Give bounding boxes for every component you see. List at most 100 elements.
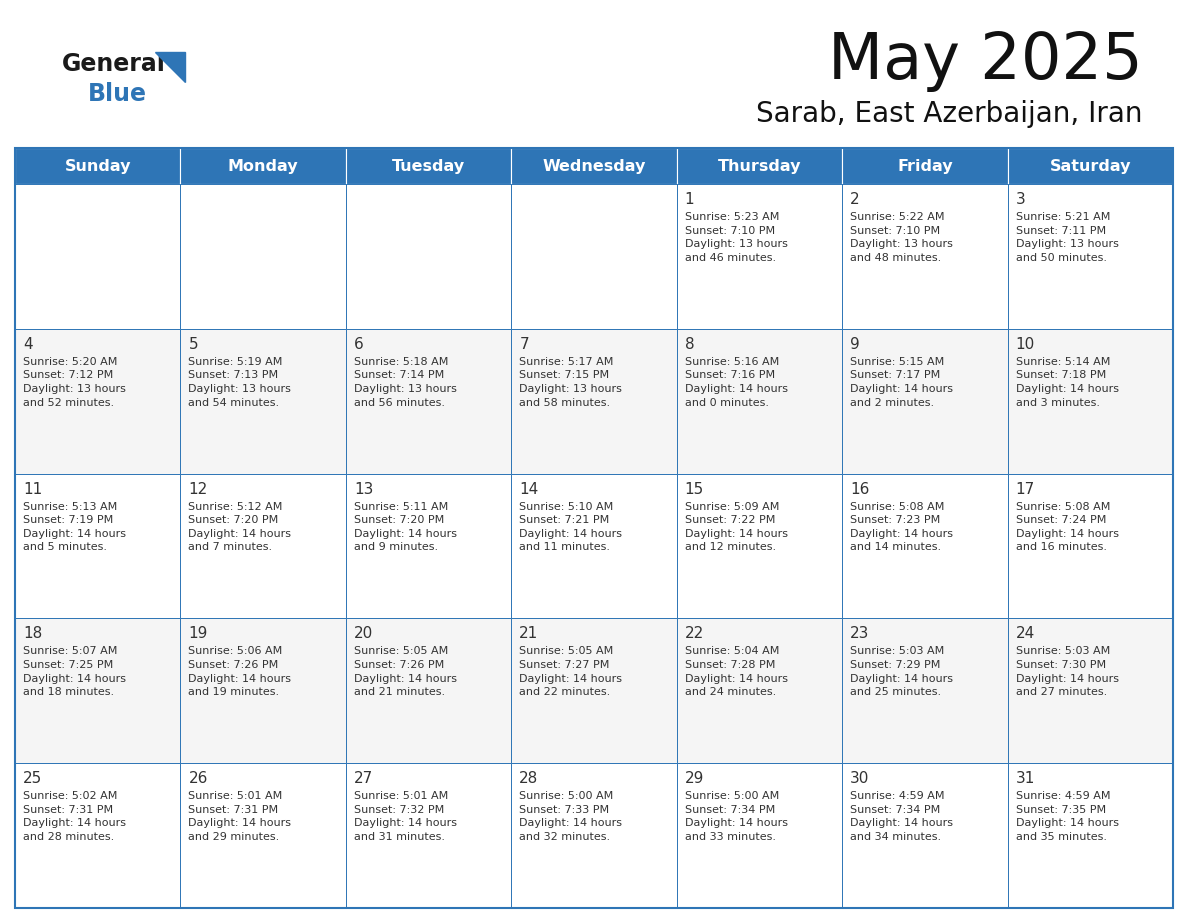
Text: 25: 25 xyxy=(23,771,43,786)
Bar xyxy=(677,474,842,619)
Bar xyxy=(842,763,1007,908)
Bar xyxy=(1007,148,1173,184)
Text: 15: 15 xyxy=(684,482,704,497)
Text: 21: 21 xyxy=(519,626,538,642)
Text: Sunrise: 5:13 AM
Sunset: 7:19 PM
Daylight: 14 hours
and 5 minutes.: Sunrise: 5:13 AM Sunset: 7:19 PM Dayligh… xyxy=(23,501,126,553)
Text: Sunrise: 5:14 AM
Sunset: 7:18 PM
Daylight: 14 hours
and 3 minutes.: Sunrise: 5:14 AM Sunset: 7:18 PM Dayligh… xyxy=(1016,357,1119,408)
Bar xyxy=(511,763,677,908)
Bar xyxy=(181,619,346,763)
Bar xyxy=(181,184,346,329)
Bar xyxy=(677,763,842,908)
Text: Wednesday: Wednesday xyxy=(542,159,646,174)
Text: Sunrise: 4:59 AM
Sunset: 7:34 PM
Daylight: 14 hours
and 34 minutes.: Sunrise: 4:59 AM Sunset: 7:34 PM Dayligh… xyxy=(851,791,953,842)
Bar xyxy=(15,148,1173,908)
Bar xyxy=(677,148,842,184)
Text: Sunrise: 5:00 AM
Sunset: 7:33 PM
Daylight: 14 hours
and 32 minutes.: Sunrise: 5:00 AM Sunset: 7:33 PM Dayligh… xyxy=(519,791,623,842)
Bar xyxy=(346,619,511,763)
Text: Sunrise: 5:18 AM
Sunset: 7:14 PM
Daylight: 13 hours
and 56 minutes.: Sunrise: 5:18 AM Sunset: 7:14 PM Dayligh… xyxy=(354,357,456,408)
Text: Sunrise: 5:08 AM
Sunset: 7:24 PM
Daylight: 14 hours
and 16 minutes.: Sunrise: 5:08 AM Sunset: 7:24 PM Dayligh… xyxy=(1016,501,1119,553)
Text: Sunrise: 5:22 AM
Sunset: 7:10 PM
Daylight: 13 hours
and 48 minutes.: Sunrise: 5:22 AM Sunset: 7:10 PM Dayligh… xyxy=(851,212,953,263)
Bar xyxy=(15,329,181,474)
Text: Sunrise: 5:19 AM
Sunset: 7:13 PM
Daylight: 13 hours
and 54 minutes.: Sunrise: 5:19 AM Sunset: 7:13 PM Dayligh… xyxy=(189,357,291,408)
Text: 18: 18 xyxy=(23,626,43,642)
Bar xyxy=(346,763,511,908)
Text: Sunrise: 5:01 AM
Sunset: 7:31 PM
Daylight: 14 hours
and 29 minutes.: Sunrise: 5:01 AM Sunset: 7:31 PM Dayligh… xyxy=(189,791,291,842)
Text: 14: 14 xyxy=(519,482,538,497)
Text: Sunrise: 5:10 AM
Sunset: 7:21 PM
Daylight: 14 hours
and 11 minutes.: Sunrise: 5:10 AM Sunset: 7:21 PM Dayligh… xyxy=(519,501,623,553)
Text: Sunrise: 5:03 AM
Sunset: 7:29 PM
Daylight: 14 hours
and 25 minutes.: Sunrise: 5:03 AM Sunset: 7:29 PM Dayligh… xyxy=(851,646,953,697)
Text: 12: 12 xyxy=(189,482,208,497)
Bar xyxy=(181,474,346,619)
Bar xyxy=(511,619,677,763)
Text: 20: 20 xyxy=(354,626,373,642)
Text: 1: 1 xyxy=(684,192,694,207)
Text: Sunrise: 5:05 AM
Sunset: 7:26 PM
Daylight: 14 hours
and 21 minutes.: Sunrise: 5:05 AM Sunset: 7:26 PM Dayligh… xyxy=(354,646,457,697)
Text: 30: 30 xyxy=(851,771,870,786)
Text: Sunrise: 5:04 AM
Sunset: 7:28 PM
Daylight: 14 hours
and 24 minutes.: Sunrise: 5:04 AM Sunset: 7:28 PM Dayligh… xyxy=(684,646,788,697)
Text: 19: 19 xyxy=(189,626,208,642)
Bar xyxy=(842,474,1007,619)
Text: Sunrise: 5:23 AM
Sunset: 7:10 PM
Daylight: 13 hours
and 46 minutes.: Sunrise: 5:23 AM Sunset: 7:10 PM Dayligh… xyxy=(684,212,788,263)
Text: Sarab, East Azerbaijan, Iran: Sarab, East Azerbaijan, Iran xyxy=(757,100,1143,128)
Bar xyxy=(511,148,677,184)
Bar xyxy=(15,619,181,763)
Bar xyxy=(1007,474,1173,619)
Text: Sunday: Sunday xyxy=(64,159,131,174)
Text: 22: 22 xyxy=(684,626,704,642)
Bar xyxy=(511,329,677,474)
Bar xyxy=(15,148,181,184)
Text: Sunrise: 5:21 AM
Sunset: 7:11 PM
Daylight: 13 hours
and 50 minutes.: Sunrise: 5:21 AM Sunset: 7:11 PM Dayligh… xyxy=(1016,212,1118,263)
Text: Saturday: Saturday xyxy=(1049,159,1131,174)
Text: Sunrise: 5:07 AM
Sunset: 7:25 PM
Daylight: 14 hours
and 18 minutes.: Sunrise: 5:07 AM Sunset: 7:25 PM Dayligh… xyxy=(23,646,126,697)
Bar xyxy=(1007,329,1173,474)
Text: May 2025: May 2025 xyxy=(828,30,1143,92)
Text: 31: 31 xyxy=(1016,771,1035,786)
Bar xyxy=(15,763,181,908)
Bar xyxy=(346,329,511,474)
Text: 8: 8 xyxy=(684,337,694,352)
Text: Sunrise: 5:00 AM
Sunset: 7:34 PM
Daylight: 14 hours
and 33 minutes.: Sunrise: 5:00 AM Sunset: 7:34 PM Dayligh… xyxy=(684,791,788,842)
Bar xyxy=(15,474,181,619)
Bar xyxy=(346,184,511,329)
Text: 17: 17 xyxy=(1016,482,1035,497)
Bar xyxy=(677,184,842,329)
Bar xyxy=(677,619,842,763)
Text: 10: 10 xyxy=(1016,337,1035,352)
Bar xyxy=(511,184,677,329)
Text: Blue: Blue xyxy=(88,82,147,106)
Bar xyxy=(181,763,346,908)
Text: Sunrise: 5:20 AM
Sunset: 7:12 PM
Daylight: 13 hours
and 52 minutes.: Sunrise: 5:20 AM Sunset: 7:12 PM Dayligh… xyxy=(23,357,126,408)
Text: General: General xyxy=(62,52,166,76)
Text: 11: 11 xyxy=(23,482,43,497)
Text: Sunrise: 5:03 AM
Sunset: 7:30 PM
Daylight: 14 hours
and 27 minutes.: Sunrise: 5:03 AM Sunset: 7:30 PM Dayligh… xyxy=(1016,646,1119,697)
Text: 6: 6 xyxy=(354,337,364,352)
Bar xyxy=(842,329,1007,474)
Text: Sunrise: 4:59 AM
Sunset: 7:35 PM
Daylight: 14 hours
and 35 minutes.: Sunrise: 4:59 AM Sunset: 7:35 PM Dayligh… xyxy=(1016,791,1119,842)
Text: 28: 28 xyxy=(519,771,538,786)
Text: Sunrise: 5:02 AM
Sunset: 7:31 PM
Daylight: 14 hours
and 28 minutes.: Sunrise: 5:02 AM Sunset: 7:31 PM Dayligh… xyxy=(23,791,126,842)
Bar xyxy=(511,474,677,619)
Text: 5: 5 xyxy=(189,337,198,352)
Text: 29: 29 xyxy=(684,771,704,786)
Text: Sunrise: 5:01 AM
Sunset: 7:32 PM
Daylight: 14 hours
and 31 minutes.: Sunrise: 5:01 AM Sunset: 7:32 PM Dayligh… xyxy=(354,791,457,842)
Bar xyxy=(181,329,346,474)
Text: 2: 2 xyxy=(851,192,860,207)
Text: 3: 3 xyxy=(1016,192,1025,207)
Bar xyxy=(677,329,842,474)
Text: Sunrise: 5:08 AM
Sunset: 7:23 PM
Daylight: 14 hours
and 14 minutes.: Sunrise: 5:08 AM Sunset: 7:23 PM Dayligh… xyxy=(851,501,953,553)
Bar xyxy=(1007,619,1173,763)
Bar xyxy=(1007,184,1173,329)
Text: 4: 4 xyxy=(23,337,32,352)
Bar xyxy=(15,184,181,329)
Bar xyxy=(842,184,1007,329)
Text: Monday: Monday xyxy=(228,159,298,174)
Text: Sunrise: 5:05 AM
Sunset: 7:27 PM
Daylight: 14 hours
and 22 minutes.: Sunrise: 5:05 AM Sunset: 7:27 PM Dayligh… xyxy=(519,646,623,697)
Text: 9: 9 xyxy=(851,337,860,352)
Text: Sunrise: 5:17 AM
Sunset: 7:15 PM
Daylight: 13 hours
and 58 minutes.: Sunrise: 5:17 AM Sunset: 7:15 PM Dayligh… xyxy=(519,357,623,408)
Text: 27: 27 xyxy=(354,771,373,786)
Text: 16: 16 xyxy=(851,482,870,497)
Polygon shape xyxy=(154,52,185,82)
Bar xyxy=(181,148,346,184)
Text: Sunrise: 5:12 AM
Sunset: 7:20 PM
Daylight: 14 hours
and 7 minutes.: Sunrise: 5:12 AM Sunset: 7:20 PM Dayligh… xyxy=(189,501,291,553)
Text: 23: 23 xyxy=(851,626,870,642)
